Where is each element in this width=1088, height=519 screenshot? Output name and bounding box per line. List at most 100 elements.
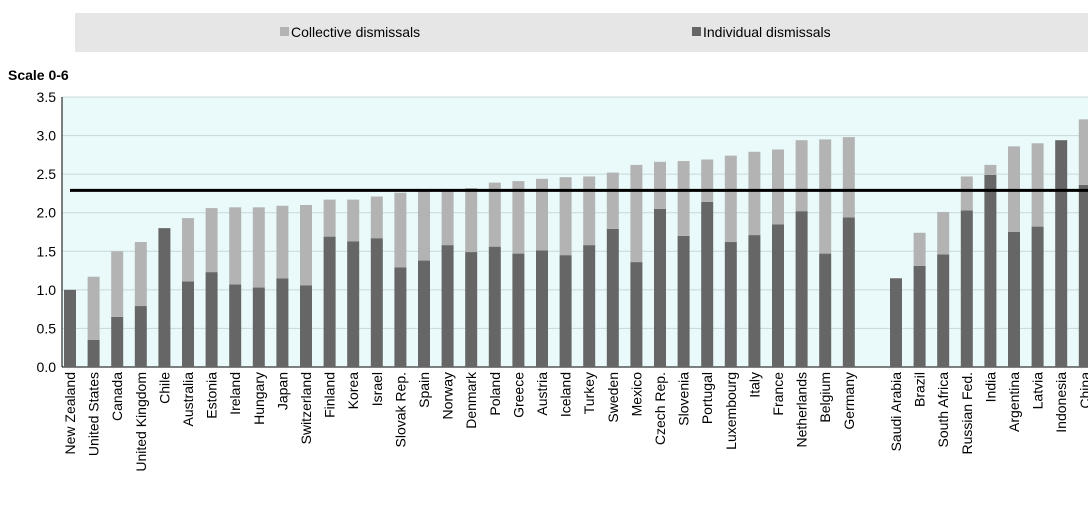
x-tick-label: Brazil	[912, 372, 928, 407]
y-tick-label: 1.5	[37, 243, 57, 259]
y-tick-label: 1.0	[37, 282, 57, 298]
x-tick-label: Iceland	[558, 372, 574, 417]
x-tick-label: Japan	[274, 372, 290, 410]
bar-segment	[937, 211, 950, 255]
x-tick-label: Austria	[534, 372, 550, 416]
bar-segment	[87, 340, 100, 367]
x-tick-label: United Kingdom	[133, 372, 149, 472]
x-tick-label: Portugal	[699, 372, 715, 424]
bar-segment	[677, 235, 690, 367]
y-tick-label: 3.0	[37, 128, 57, 144]
x-tick-label: China	[1077, 372, 1088, 409]
bar-segment	[1078, 184, 1088, 367]
bar-segment	[630, 164, 643, 263]
bar-segment	[512, 253, 525, 367]
bar-segment	[300, 205, 312, 286]
bar-segment	[1031, 143, 1044, 227]
bar-segment	[205, 272, 218, 367]
bar-segment	[1008, 232, 1020, 367]
bar-segment	[111, 251, 124, 317]
bar-segment	[677, 161, 690, 236]
bar-segment	[937, 254, 950, 367]
bar-segment	[583, 176, 596, 246]
legend-swatch	[280, 27, 289, 36]
bar-segment	[772, 149, 784, 225]
bar-segment	[111, 316, 124, 367]
bar-segment	[347, 241, 360, 367]
bar-segment	[252, 207, 265, 288]
bar-segment	[1055, 140, 1068, 367]
bar-segment	[158, 228, 171, 367]
bar-segment	[536, 250, 548, 367]
bar-segment	[441, 190, 454, 246]
bar-segment	[559, 177, 572, 256]
x-tick-label: Czech Rep.	[652, 372, 668, 445]
x-tick-label: Denmark	[463, 371, 479, 429]
bar-segment	[394, 267, 407, 367]
bar-segment	[370, 196, 383, 239]
bar-segment	[890, 278, 902, 367]
bar-segment	[960, 176, 973, 211]
bar-segment	[229, 207, 242, 285]
x-tick-label: Finland	[322, 372, 338, 418]
x-tick-label: New Zealand	[62, 372, 78, 455]
bar-segment	[795, 140, 808, 212]
x-tick-label: United States	[86, 372, 102, 456]
legend-label: Collective dismissals	[291, 24, 420, 40]
x-tick-label: Belgium	[817, 372, 833, 423]
bar-segment	[252, 287, 265, 367]
bar-segment	[1031, 226, 1044, 367]
bar-segment	[323, 199, 336, 237]
bar-segment	[559, 255, 572, 367]
bar-segment	[913, 265, 926, 367]
y-axis-label: Scale 0-6	[8, 67, 69, 83]
bar-segment	[819, 139, 832, 254]
x-tick-label: Russian Fed.	[959, 372, 975, 454]
y-tick-label: 3.5	[37, 89, 57, 105]
x-tick-label: Hungary	[251, 372, 267, 425]
bar-segment	[842, 137, 855, 218]
x-tick-label: Latvia	[1030, 372, 1046, 410]
x-tick-label: Netherlands	[794, 372, 810, 448]
bar-segment	[1078, 119, 1088, 185]
x-tick-label: Poland	[487, 372, 503, 416]
x-tick-label: Indonesia	[1053, 372, 1069, 433]
bar-segment	[276, 205, 289, 279]
bar-segment	[465, 188, 478, 253]
y-tick-label: 0.5	[37, 320, 57, 336]
bar-segment	[64, 289, 76, 367]
bar-segment	[488, 182, 501, 247]
x-tick-label: Turkey	[581, 372, 597, 414]
legend-box	[75, 13, 1088, 52]
x-tick-label: Luxembourg	[723, 372, 739, 450]
bar-segment	[913, 232, 926, 266]
bar-segment	[418, 260, 430, 367]
bar-segment	[229, 284, 242, 367]
bar-segment	[772, 224, 784, 367]
bar-segment	[654, 161, 666, 209]
bar-segment	[842, 217, 855, 367]
x-tick-label: Chile	[156, 372, 172, 404]
bar-segment	[394, 192, 407, 268]
x-tick-label: Mexico	[628, 372, 644, 417]
bar-segment	[87, 276, 100, 340]
bar-segment	[134, 242, 147, 307]
bar-segment	[182, 218, 194, 282]
bar-segment	[370, 238, 383, 367]
legend-swatch	[692, 27, 701, 36]
bar-segment	[488, 246, 501, 367]
bar-segment	[134, 306, 147, 367]
x-tick-label: South Africa	[935, 372, 951, 448]
bar-segment	[724, 155, 737, 243]
bar-segment	[205, 208, 218, 273]
bar-segment	[701, 201, 714, 367]
bar-segment	[512, 181, 525, 254]
bar-segment	[724, 242, 737, 367]
x-tick-label: Israel	[369, 372, 385, 406]
x-tick-label: Norway	[440, 372, 456, 419]
bar-segment	[323, 236, 336, 367]
x-tick-label: Estonia	[204, 372, 220, 419]
bar-segment	[630, 262, 643, 367]
bar-segment	[347, 199, 360, 242]
